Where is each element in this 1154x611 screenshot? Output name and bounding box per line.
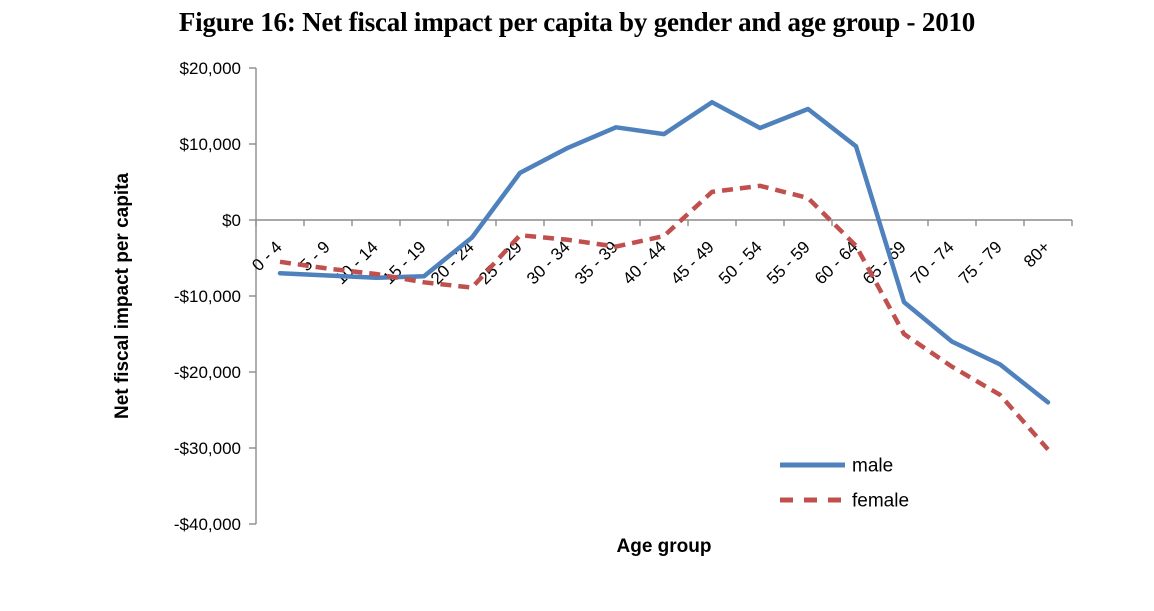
x-axis-category-label: 35 - 39 bbox=[571, 237, 622, 288]
x-axis-category-label: 80+ bbox=[1020, 237, 1054, 271]
legend-label: male bbox=[852, 456, 893, 477]
series-line-female bbox=[279, 183, 1050, 451]
series-line-male bbox=[277, 99, 1051, 405]
y-axis-title: Net fiscal impact per capita bbox=[112, 173, 133, 419]
legend-item-male: male bbox=[780, 456, 893, 477]
y-axis-tick-label: -$40,000 bbox=[174, 515, 241, 534]
x-axis-category-label: 25 - 29 bbox=[475, 237, 526, 288]
y-axis-tick-label: $20,000 bbox=[180, 59, 241, 78]
x-axis-title: Age group bbox=[617, 536, 712, 557]
x-axis-category-label: 50 - 54 bbox=[715, 237, 766, 288]
x-axis-category-label: 70 - 74 bbox=[907, 237, 958, 288]
x-axis-category-label: 40 - 44 bbox=[619, 237, 670, 288]
y-axis-tick-label: -$30,000 bbox=[174, 439, 241, 458]
y-axis-tick-label: -$10,000 bbox=[174, 287, 241, 306]
figure-title: Figure 16: Net fiscal impact per capita … bbox=[178, 7, 976, 37]
x-axis-category-label: 10 - 14 bbox=[331, 237, 382, 288]
x-axis-category-label: 15 - 19 bbox=[379, 237, 430, 288]
legend-item-female: female bbox=[780, 491, 909, 512]
y-axis-tick-label: $10,000 bbox=[180, 135, 241, 154]
legend-label: female bbox=[852, 491, 909, 512]
x-axis-category-label: 75 - 79 bbox=[955, 237, 1006, 288]
y-axis-tick-label: -$20,000 bbox=[174, 363, 241, 382]
x-axis-category-label: 30 - 34 bbox=[523, 237, 574, 288]
y-axis-tick-label: $0 bbox=[222, 211, 241, 230]
x-axis-category-label: 20 - 24 bbox=[427, 237, 478, 288]
x-axis-category-label: 5 - 9 bbox=[296, 237, 333, 274]
x-axis-category-label: 55 - 59 bbox=[763, 237, 814, 288]
x-axis-category-label: 45 - 49 bbox=[667, 237, 718, 288]
x-axis-category-label: 0 - 4 bbox=[248, 237, 285, 274]
